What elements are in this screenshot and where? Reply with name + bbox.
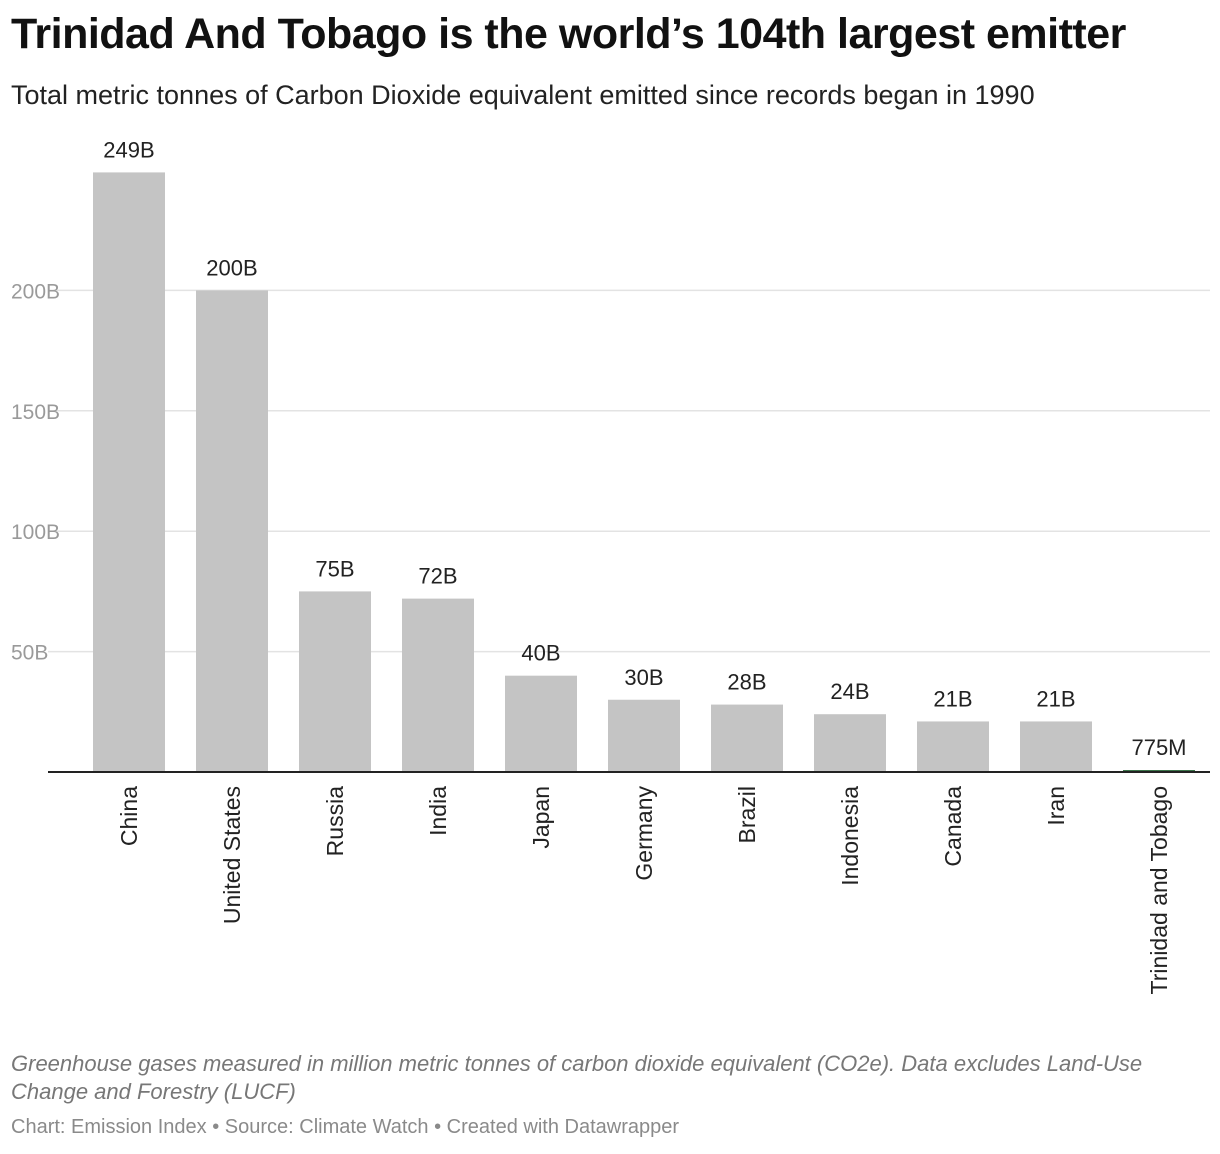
value-label: 28B xyxy=(727,670,766,695)
credit-separator: • xyxy=(206,1116,225,1138)
x-tick-label: Germany xyxy=(631,786,657,881)
x-tick-label: Iran xyxy=(1043,786,1069,826)
x-tick-label: Trinidad and Tobago xyxy=(1146,786,1172,994)
y-tick-label: 100B xyxy=(11,521,60,544)
bar xyxy=(196,290,268,772)
bar xyxy=(505,675,577,772)
chart-credits: Chart: Emission Index • Source: Climate … xyxy=(11,1116,679,1139)
value-label: 24B xyxy=(830,679,869,704)
value-label: 775M xyxy=(1131,735,1186,760)
credit-chart: Chart: Emission Index xyxy=(11,1116,207,1138)
bar xyxy=(814,714,886,772)
x-tick-label: Japan xyxy=(528,786,554,849)
credit-source: Source: Climate Watch xyxy=(224,1116,429,1138)
bars xyxy=(93,172,1195,772)
chart-title: Trinidad And Tobago is the world’s 104th… xyxy=(11,10,1126,58)
bar xyxy=(917,721,989,772)
x-tick-label: Brazil xyxy=(734,786,760,844)
y-tick-label: 50B xyxy=(11,642,48,665)
value-label: 21B xyxy=(933,686,972,711)
value-label: 249B xyxy=(103,137,154,162)
x-tick-label: China xyxy=(116,786,142,846)
bar xyxy=(402,598,474,772)
value-label: 75B xyxy=(315,556,354,581)
value-label: 21B xyxy=(1036,686,1075,711)
chart-subtitle: Total metric tonnes of Carbon Dioxide eq… xyxy=(11,80,1035,110)
x-tick-label: India xyxy=(425,786,451,836)
credit-tool: Created with Datawrapper xyxy=(446,1116,680,1138)
credit-separator: • xyxy=(428,1116,447,1138)
x-tick-label: United States xyxy=(219,786,245,924)
bar xyxy=(711,704,783,772)
y-axis-tick-labels: 50B 100B 150B 200B xyxy=(11,280,60,664)
value-label: 30B xyxy=(624,665,663,690)
bar xyxy=(299,591,371,772)
chart-note: Greenhouse gases measured in million met… xyxy=(11,1051,1143,1104)
y-tick-label: 150B xyxy=(11,401,60,424)
value-label: 200B xyxy=(206,255,257,280)
x-tick-label: Indonesia xyxy=(837,786,863,886)
y-tick-label: 200B xyxy=(11,280,60,303)
x-axis-category-labels: China United States Russia India Japan German… xyxy=(116,786,1172,995)
bar xyxy=(93,172,165,772)
bar xyxy=(1020,721,1092,772)
bar xyxy=(608,699,680,772)
value-labels: 249B 200B 75B 72B 40B 30B 28B 24B 21B 21B 775M xyxy=(103,137,1186,760)
x-tick-label: Russia xyxy=(322,786,348,857)
value-label: 72B xyxy=(418,564,457,589)
value-label: 40B xyxy=(521,641,560,666)
x-tick-label: Canada xyxy=(940,786,966,867)
